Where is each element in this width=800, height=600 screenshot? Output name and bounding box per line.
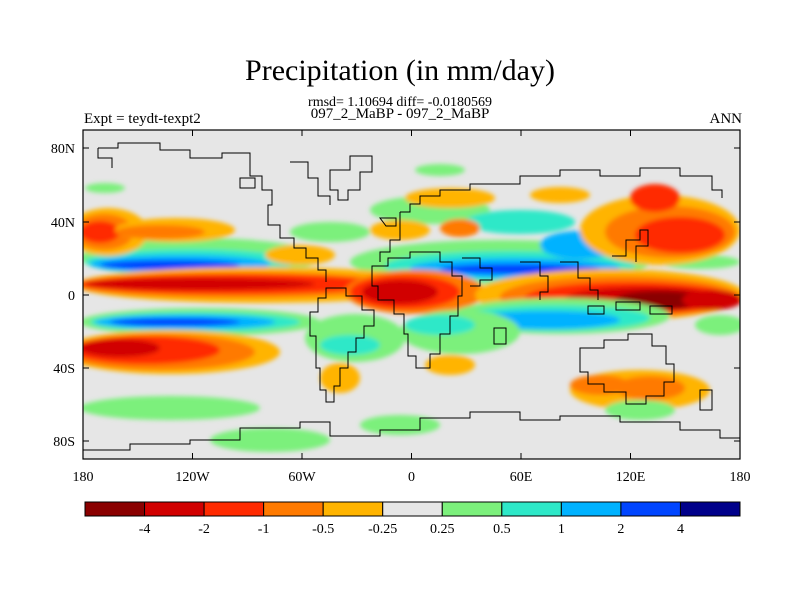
lat-tick-label: 80N bbox=[51, 142, 75, 157]
colorbar-swatch bbox=[263, 501, 324, 517]
experiment-label: Expt = teydt-texpt2 bbox=[84, 111, 201, 127]
lat-tick-label: 40S bbox=[53, 362, 75, 377]
colorbar-swatch bbox=[382, 501, 443, 517]
axis-ticks bbox=[82, 130, 741, 459]
lon-tick-label: 120E bbox=[616, 470, 646, 485]
lon-tick-label: 60W bbox=[288, 470, 316, 485]
colorbar-swatch bbox=[560, 501, 622, 517]
colorbar-swatch bbox=[620, 501, 681, 517]
season-label: ANN bbox=[709, 111, 743, 127]
lon-tick-label: 120W bbox=[175, 470, 210, 485]
colorbar-label: 4 bbox=[677, 522, 684, 537]
lon-tick-label: 180 bbox=[73, 470, 94, 485]
lon-tick-label: 60E bbox=[510, 470, 533, 485]
colorbar-swatch bbox=[441, 501, 503, 517]
colorbar-label: -4 bbox=[139, 522, 151, 537]
plot-title: Precipitation (in mm/day) bbox=[245, 54, 555, 87]
colorbar-label: -0.5 bbox=[312, 522, 334, 537]
lon-tick-label: 0 bbox=[408, 470, 415, 485]
colorbar-label: 0.25 bbox=[430, 522, 455, 537]
lat-tick-label: 0 bbox=[68, 289, 75, 304]
precipitation-field bbox=[83, 142, 740, 452]
longitude-labels: 180 120W 60W 0 60E 120E 180 bbox=[73, 470, 751, 485]
continent-outlines bbox=[83, 142, 740, 451]
colorbar-swatch bbox=[144, 501, 205, 517]
colorbar-label: 0.5 bbox=[493, 522, 511, 537]
latitude-labels: 80N 40N 0 40S 80S bbox=[51, 142, 75, 450]
colorbar bbox=[84, 501, 741, 517]
lon-tick-label: 180 bbox=[730, 470, 751, 485]
lat-tick-label: 80S bbox=[53, 435, 75, 450]
colorbar-label: -1 bbox=[258, 522, 270, 537]
colorbar-swatch bbox=[322, 501, 384, 517]
lat-tick-label: 40N bbox=[51, 216, 75, 231]
colorbar-swatch bbox=[679, 501, 741, 517]
colorbar-swatch bbox=[84, 501, 146, 517]
colorbar-label: -0.25 bbox=[368, 522, 397, 537]
case-names: 097_2_MaBP - 097_2_MaBP bbox=[310, 106, 490, 122]
stats-line: rmsd= 1.10694 diff= -0.0180569 bbox=[308, 95, 492, 110]
colorbar-swatch bbox=[203, 501, 265, 517]
colorbar-label: 2 bbox=[617, 522, 624, 537]
colorbar-swatch bbox=[501, 501, 562, 517]
colorbar-labels: -4 -2 -1 -0.5 -0.25 0.25 0.5 1 2 4 bbox=[139, 522, 684, 537]
colorbar-label: -2 bbox=[198, 522, 210, 537]
colorbar-label: 1 bbox=[558, 522, 565, 537]
